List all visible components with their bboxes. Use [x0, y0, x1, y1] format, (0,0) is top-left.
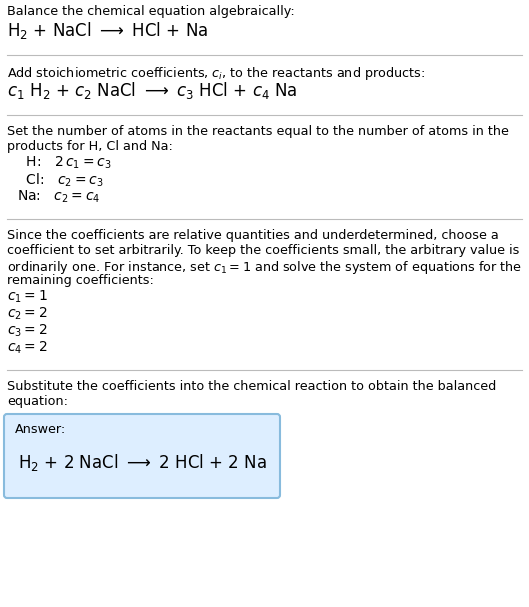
Text: remaining coefficients:: remaining coefficients:	[7, 274, 154, 287]
Text: Cl:   $c_2 = c_3$: Cl: $c_2 = c_3$	[17, 172, 104, 189]
Text: Na:   $c_2 = c_4$: Na: $c_2 = c_4$	[17, 189, 100, 205]
Text: H$_{2}$ + 2 NaCl $\longrightarrow$ 2 HCl + 2 Na: H$_{2}$ + 2 NaCl $\longrightarrow$ 2 HCl…	[17, 452, 266, 473]
Text: equation:: equation:	[7, 395, 68, 408]
FancyBboxPatch shape	[4, 414, 280, 498]
Text: $c_1$ H$_{2}$ + $c_2$ NaCl $\longrightarrow$ $c_3$ HCl + $c_4$ Na: $c_1$ H$_{2}$ + $c_2$ NaCl $\longrightar…	[7, 80, 297, 101]
Text: ordinarily one. For instance, set $c_1 = 1$ and solve the system of equations fo: ordinarily one. For instance, set $c_1 =…	[7, 259, 522, 276]
Text: Answer:: Answer:	[15, 423, 66, 436]
Text: H:   $2\,c_1 = c_3$: H: $2\,c_1 = c_3$	[17, 155, 112, 171]
Text: Set the number of atoms in the reactants equal to the number of atoms in the: Set the number of atoms in the reactants…	[7, 125, 509, 138]
Text: $c_2 = 2$: $c_2 = 2$	[7, 306, 48, 322]
Text: $c_4 = 2$: $c_4 = 2$	[7, 340, 48, 356]
Text: Since the coefficients are relative quantities and underdetermined, choose a: Since the coefficients are relative quan…	[7, 229, 499, 242]
Text: coefficient to set arbitrarily. To keep the coefficients small, the arbitrary va: coefficient to set arbitrarily. To keep …	[7, 244, 519, 257]
Text: H$_{2}$ + NaCl $\longrightarrow$ HCl + Na: H$_{2}$ + NaCl $\longrightarrow$ HCl + N…	[7, 20, 208, 41]
Text: Balance the chemical equation algebraically:: Balance the chemical equation algebraica…	[7, 5, 295, 18]
Text: Add stoichiometric coefficients, $c_i$, to the reactants and products:: Add stoichiometric coefficients, $c_i$, …	[7, 65, 425, 82]
Text: $c_3 = 2$: $c_3 = 2$	[7, 323, 48, 339]
Text: $c_1 = 1$: $c_1 = 1$	[7, 289, 48, 305]
Text: products for H, Cl and Na:: products for H, Cl and Na:	[7, 140, 173, 153]
Text: Substitute the coefficients into the chemical reaction to obtain the balanced: Substitute the coefficients into the che…	[7, 380, 496, 393]
